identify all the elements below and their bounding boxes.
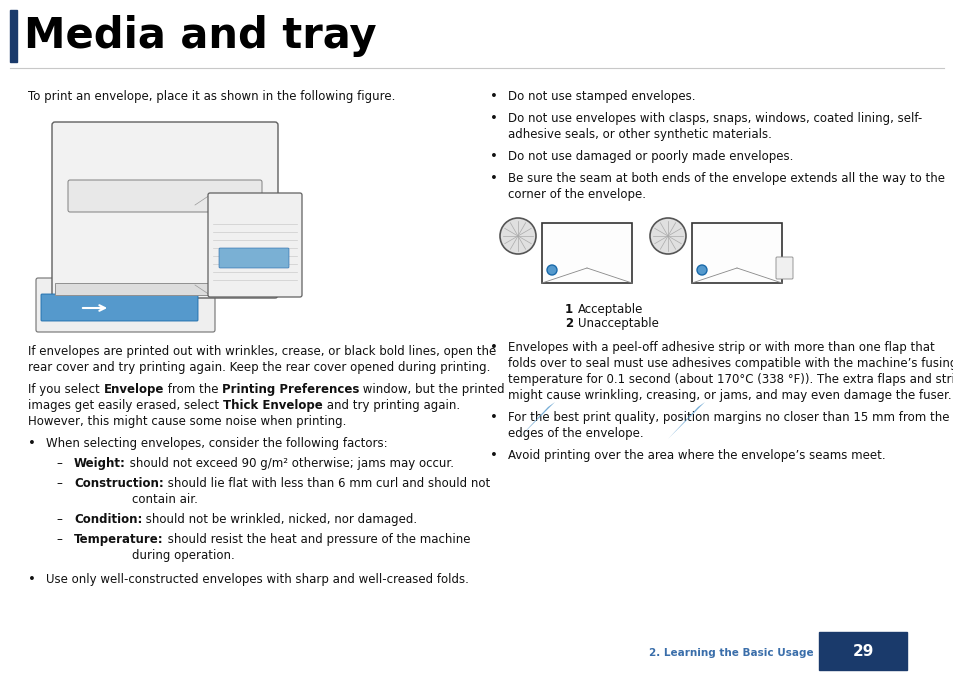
Text: Do not use damaged or poorly made envelopes.: Do not use damaged or poorly made envelo… — [507, 150, 793, 163]
Text: should not be wrinkled, nicked, nor damaged.: should not be wrinkled, nicked, nor dama… — [142, 513, 417, 526]
Text: should not exceed 90 g/m² otherwise; jams may occur.: should not exceed 90 g/m² otherwise; jam… — [126, 457, 454, 470]
Text: •: • — [490, 341, 497, 354]
Text: Envelope: Envelope — [103, 383, 164, 396]
FancyBboxPatch shape — [36, 278, 214, 332]
Text: edges of the envelope.: edges of the envelope. — [507, 427, 643, 440]
Text: •: • — [490, 449, 497, 462]
Text: might cause wrinkling, creasing, or jams, and may even damage the fuser.: might cause wrinkling, creasing, or jams… — [507, 389, 951, 402]
Text: from the: from the — [164, 383, 222, 396]
Text: 2: 2 — [564, 317, 573, 330]
Text: Avoid printing over the area where the envelope’s seams meet.: Avoid printing over the area where the e… — [507, 449, 884, 462]
Text: temperature for 0.1 second (about 170°C (338 °F)). The extra flaps and strips: temperature for 0.1 second (about 170°C … — [507, 373, 953, 386]
Text: –: – — [56, 457, 62, 470]
Text: Do not use envelopes with clasps, snaps, windows, coated lining, self-: Do not use envelopes with clasps, snaps,… — [507, 112, 922, 125]
Text: –: – — [56, 477, 62, 490]
Text: Do not use stamped envelopes.: Do not use stamped envelopes. — [507, 90, 695, 103]
Text: When selecting envelopes, consider the following factors:: When selecting envelopes, consider the f… — [46, 437, 387, 450]
Text: Construction:: Construction: — [74, 477, 164, 490]
Text: However, this might cause some noise when printing.: However, this might cause some noise whe… — [28, 415, 346, 428]
Circle shape — [697, 265, 706, 275]
Text: contain air.: contain air. — [132, 493, 197, 506]
Text: Temperature:: Temperature: — [74, 533, 164, 546]
Text: Use only well-constructed envelopes with sharp and well-creased folds.: Use only well-constructed envelopes with… — [46, 573, 468, 586]
Text: Thick Envelope: Thick Envelope — [223, 399, 322, 412]
Circle shape — [499, 218, 536, 254]
Text: Media and tray: Media and tray — [24, 15, 376, 57]
Text: images get easily erased, select: images get easily erased, select — [28, 399, 223, 412]
Circle shape — [546, 265, 557, 275]
Text: •: • — [490, 172, 497, 185]
Text: 1: 1 — [564, 303, 573, 316]
Text: should resist the heat and pressure of the machine: should resist the heat and pressure of t… — [164, 533, 470, 546]
Bar — [55, 283, 274, 295]
Text: •: • — [490, 90, 497, 103]
Text: Be sure the seam at both ends of the envelope extends all the way to the: Be sure the seam at both ends of the env… — [507, 172, 944, 185]
FancyBboxPatch shape — [41, 294, 198, 321]
Text: •: • — [490, 150, 497, 163]
Text: rear cover and try printing again. Keep the rear cover opened during printing.: rear cover and try printing again. Keep … — [28, 361, 490, 374]
Text: •: • — [490, 411, 497, 424]
Polygon shape — [517, 402, 555, 439]
Text: •: • — [490, 112, 497, 125]
Text: To print an envelope, place it as shown in the following figure.: To print an envelope, place it as shown … — [28, 90, 395, 103]
FancyBboxPatch shape — [68, 180, 262, 212]
Text: adhesive seals, or other synthetic materials.: adhesive seals, or other synthetic mater… — [507, 128, 771, 141]
Text: window, but the printed: window, but the printed — [359, 383, 504, 396]
Text: If you select: If you select — [28, 383, 103, 396]
Text: 2. Learning the Basic Usage: 2. Learning the Basic Usage — [649, 648, 813, 658]
Bar — [541, 223, 631, 283]
Text: folds over to seal must use adhesives compatible with the machine’s fusing: folds over to seal must use adhesives co… — [507, 357, 953, 370]
Text: –: – — [56, 533, 62, 546]
Text: Weight:: Weight: — [74, 457, 126, 470]
Text: corner of the envelope.: corner of the envelope. — [507, 188, 645, 201]
Polygon shape — [667, 402, 704, 439]
FancyBboxPatch shape — [775, 257, 792, 279]
FancyBboxPatch shape — [208, 193, 302, 297]
Text: If envelopes are printed out with wrinkles, crease, or black bold lines, open th: If envelopes are printed out with wrinkl… — [28, 345, 496, 358]
Text: •: • — [28, 573, 36, 586]
Bar — [691, 223, 781, 283]
Text: Unacceptable: Unacceptable — [578, 317, 659, 330]
Text: •: • — [28, 437, 36, 450]
Text: –: – — [56, 513, 62, 526]
FancyBboxPatch shape — [219, 248, 289, 268]
Text: Printing Preferences: Printing Preferences — [222, 383, 359, 396]
FancyBboxPatch shape — [52, 122, 277, 298]
Text: Acceptable: Acceptable — [578, 303, 642, 316]
Text: For the best print quality, position margins no closer than 15 mm from the: For the best print quality, position mar… — [507, 411, 948, 424]
Text: Envelopes with a peel-off adhesive strip or with more than one flap that: Envelopes with a peel-off adhesive strip… — [507, 341, 934, 354]
Text: during operation.: during operation. — [132, 549, 234, 562]
Text: should lie flat with less than 6 mm curl and should not: should lie flat with less than 6 mm curl… — [164, 477, 490, 490]
Text: Condition:: Condition: — [74, 513, 142, 526]
Bar — [818, 632, 906, 670]
Text: and try printing again.: and try printing again. — [322, 399, 459, 412]
Circle shape — [649, 218, 685, 254]
Text: 29: 29 — [851, 643, 873, 659]
Bar — [10, 10, 17, 62]
